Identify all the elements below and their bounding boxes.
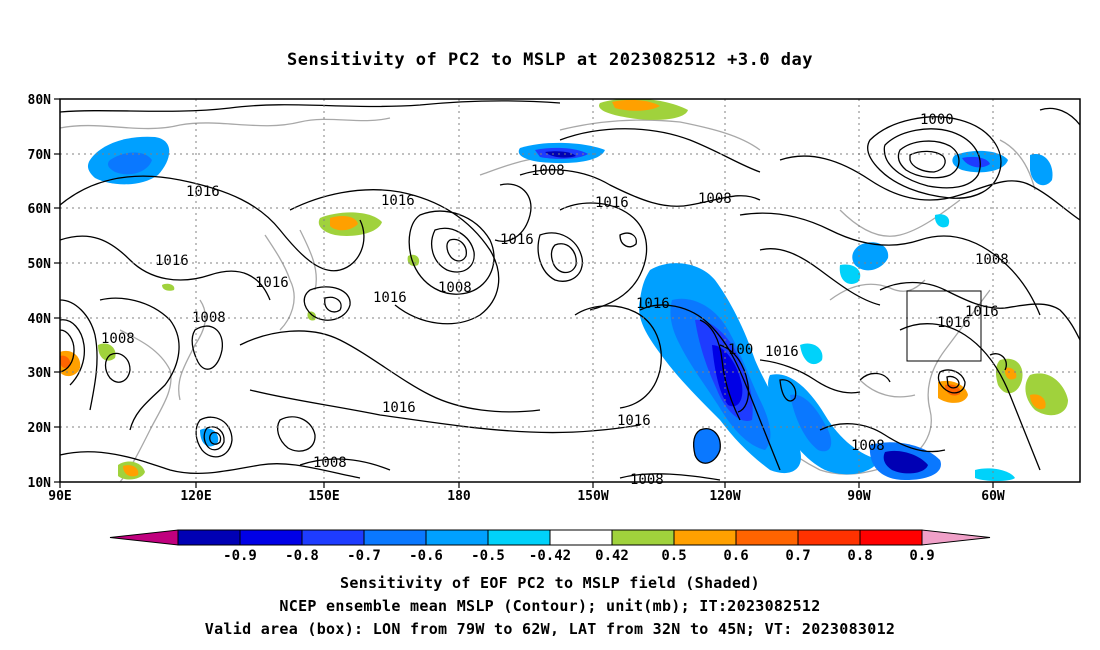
- colorbar-swatch: [177, 529, 241, 546]
- colorbar-label: -0.42: [529, 548, 571, 564]
- colorbar-swatch: [487, 529, 551, 546]
- colorbar-swatch: [425, 529, 489, 546]
- caption-contour: NCEP ensemble mean MSLP (Contour); unit(…: [279, 597, 821, 615]
- valid-area-box: [906, 290, 982, 362]
- lon-label: 120E: [180, 489, 211, 504]
- contour-label: 1008: [975, 252, 1009, 268]
- lon-label: 90W: [847, 489, 871, 504]
- colorbar-swatch: [859, 529, 923, 546]
- caption-valid-area: Valid area (box): LON from 79W to 62W, L…: [204, 620, 896, 638]
- colorbar-swatch: [735, 529, 799, 546]
- lon-label: 180: [447, 489, 471, 504]
- lat-label: 40N: [28, 312, 52, 327]
- mslp-contours: [59, 100, 1081, 481]
- colorbar-swatch: [363, 529, 427, 546]
- colorbar-label: 0.9: [909, 548, 934, 564]
- map-frame: [59, 98, 1081, 483]
- latitude-labels: 80N 70N 60N 50N 40N 30N 20N 10N: [28, 93, 52, 491]
- colorbar: [109, 529, 991, 546]
- contour-label: 1016: [382, 400, 416, 416]
- contour-label: 1008: [698, 191, 732, 207]
- colorbar-swatch: [611, 529, 675, 546]
- contour-label: 1008: [192, 310, 226, 326]
- contour-label: 1008: [438, 280, 472, 296]
- colorbar-swatch: [239, 529, 303, 546]
- contour-label: 1016: [595, 195, 629, 211]
- lon-label: 150W: [577, 489, 608, 504]
- lat-label: 80N: [28, 93, 52, 108]
- lat-label: 70N: [28, 148, 52, 163]
- lat-label: 50N: [28, 257, 52, 272]
- colorbar-swatch: [673, 529, 737, 546]
- colorbar-label: -0.9: [223, 548, 257, 564]
- lat-label: 60N: [28, 202, 52, 217]
- contour-label: 1016: [255, 275, 289, 291]
- colorbar-swatch: [301, 529, 365, 546]
- tick-marks: [54, 98, 994, 488]
- lon-label: 120W: [709, 489, 740, 504]
- contour-label: 1000: [920, 112, 954, 128]
- contour-label: 1008: [531, 163, 565, 179]
- colorbar-label: -0.8: [285, 548, 319, 564]
- chart-title: Sensitivity of PC2 to MSLP at 2023082512…: [286, 50, 813, 70]
- lon-label: 90E: [48, 489, 71, 504]
- contour-label: 1016: [373, 290, 407, 306]
- contour-label: 1016: [617, 413, 651, 429]
- caption-shading: Sensitivity of EOF PC2 to MSLP field (Sh…: [340, 574, 760, 592]
- contour-label: 1016: [186, 184, 220, 200]
- colorbar-labels: -0.9 -0.8 -0.7 -0.6 -0.5 -0.42 0.42 0.5 0.6 0.7 0.…: [223, 548, 935, 564]
- colorbar-label: -0.5: [471, 548, 505, 564]
- contour-label: 100: [728, 342, 753, 358]
- longitude-labels: 90E 120E 150E 180 150W 120W 90W 60W: [48, 489, 1005, 504]
- contour-label: 1016: [937, 315, 971, 331]
- colorbar-swatch: [549, 529, 613, 546]
- lat-label: 20N: [28, 421, 52, 436]
- contour-label: 1016: [965, 304, 999, 320]
- lat-label: 30N: [28, 366, 52, 381]
- contour-label: 1016: [500, 232, 534, 248]
- contour-label: 1016: [636, 296, 670, 312]
- colorbar-label: 0.7: [785, 548, 810, 564]
- contour-label: 1016: [381, 193, 415, 209]
- contour-label: 1008: [101, 331, 135, 347]
- colorbar-label: 0.42: [595, 548, 629, 564]
- contour-label: 1008: [313, 455, 347, 471]
- contour-label: 1016: [155, 253, 189, 269]
- colorbar-min-triangle: [109, 529, 179, 546]
- colorbar-max-triangle: [921, 529, 991, 546]
- shaded-sensitivity: [60, 98, 1068, 481]
- contour-labels: 1016 1016 1016 1008 1008 1016 1008 1008 …: [101, 112, 1009, 488]
- colorbar-label: -0.6: [409, 548, 443, 564]
- colorbar-swatch: [797, 529, 861, 546]
- lon-label: 60W: [981, 489, 1005, 504]
- contour-label: 1008: [630, 472, 664, 488]
- colorbar-label: -0.7: [347, 548, 381, 564]
- colorbar-label: 0.8: [847, 548, 872, 564]
- gridlines: [60, 99, 1080, 482]
- colorbar-label: 0.6: [723, 548, 748, 564]
- lon-label: 150E: [308, 489, 339, 504]
- contour-label: 1008: [851, 438, 885, 454]
- lat-label: 10N: [28, 476, 52, 491]
- contour-label: 1016: [765, 344, 799, 360]
- colorbar-label: 0.5: [661, 548, 686, 564]
